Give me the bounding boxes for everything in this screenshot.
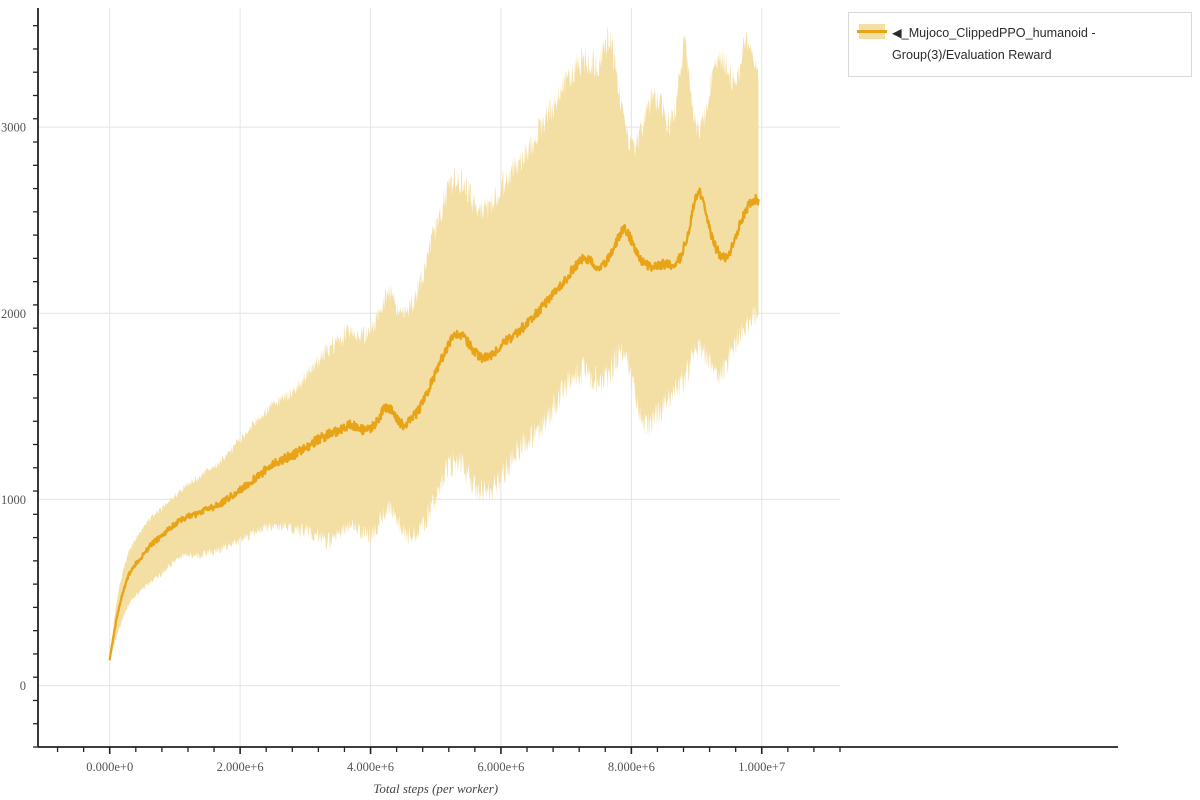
axes (37, 8, 1118, 748)
x-tick-label: 2.000e+6 (217, 760, 264, 774)
x-tick-label: 6.000e+6 (477, 760, 524, 774)
tick-labels: 0 1000 2000 3000 0.000e+0 2.000e+6 4.000e+6 6.0… (1, 121, 785, 774)
x-tick-label: 8.000e+6 (608, 760, 655, 774)
confidence-band (109, 27, 759, 661)
x-axis-title: Total steps (per worker) (373, 781, 498, 796)
mean-line (108, 187, 760, 661)
legend-swatch-line (857, 30, 887, 33)
x-tick-label: 1.000e+7 (738, 760, 785, 774)
y-tick-label: 3000 (1, 121, 26, 135)
y-tick-label: 0 (20, 679, 26, 693)
legend-entry-label: ◀_Mujoco_ClippedPPO_humanoid - Group(3)/… (892, 26, 1096, 62)
x-tick-label: 0.000e+0 (86, 760, 133, 774)
legend-swatch-icon (857, 24, 887, 39)
y-tick-label: 2000 (1, 307, 26, 321)
x-tick-label: 4.000e+6 (347, 760, 394, 774)
tick-marks (33, 25, 841, 754)
y-tick-label: 1000 (1, 493, 26, 507)
legend[interactable]: ◀_Mujoco_ClippedPPO_humanoid - Group(3)/… (848, 12, 1192, 77)
